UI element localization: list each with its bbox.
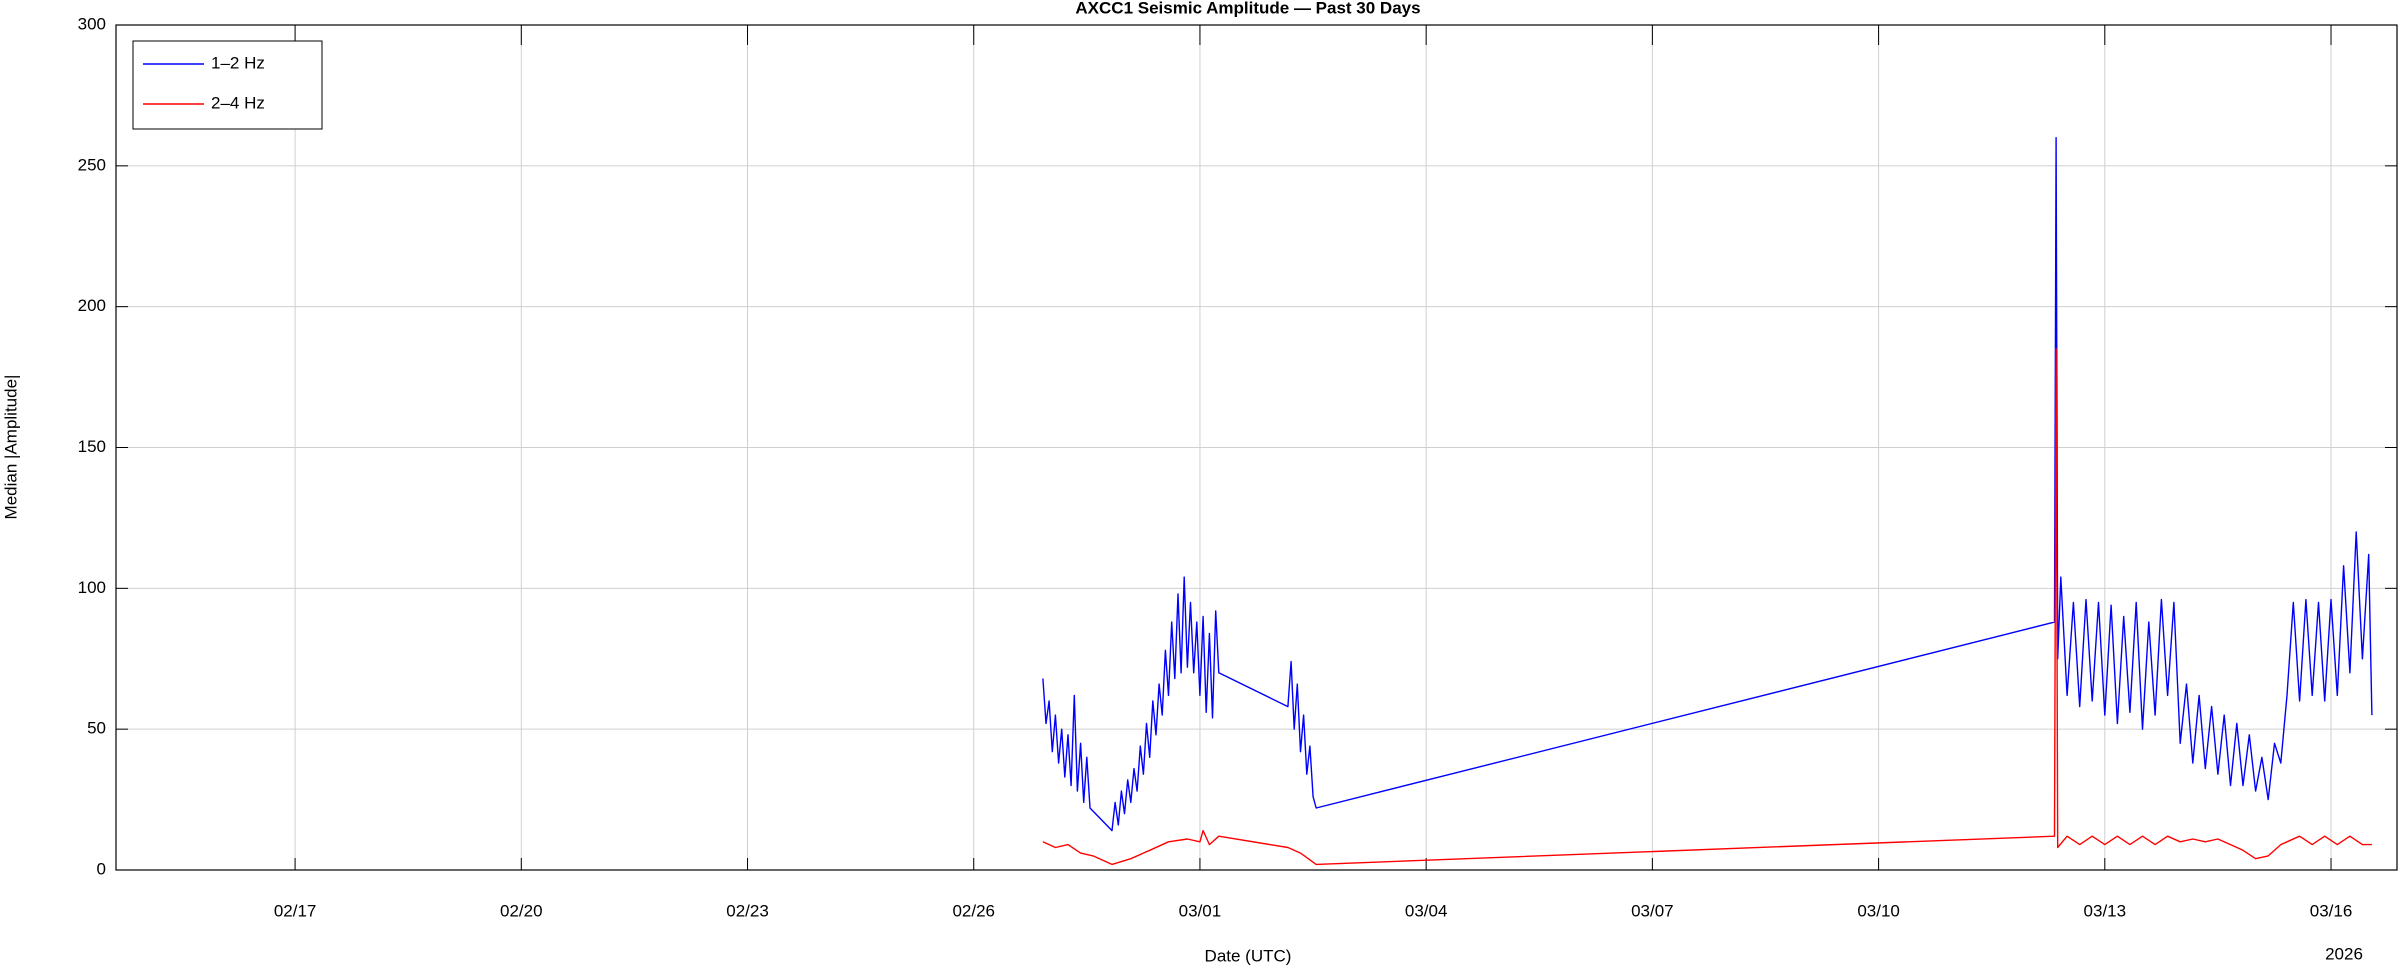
x-axis-year: 2026 bbox=[2325, 944, 2363, 963]
x-tick-label: 02/26 bbox=[952, 901, 995, 920]
y-tick-label: 200 bbox=[78, 296, 106, 315]
x-tick-label: 02/20 bbox=[500, 901, 543, 920]
x-tick-label: 02/23 bbox=[726, 901, 769, 920]
x-tick-label: 03/16 bbox=[2310, 901, 2353, 920]
y-tick-label: 250 bbox=[78, 155, 106, 174]
x-tick-label: 02/17 bbox=[274, 901, 317, 920]
y-tick-label: 0 bbox=[97, 859, 106, 878]
x-tick-label: 03/07 bbox=[1631, 901, 1674, 920]
x-tick-label: 03/01 bbox=[1179, 901, 1222, 920]
chart-title: AXCC1 Seismic Amplitude — Past 30 Days bbox=[1075, 0, 1420, 17]
x-tick-label: 03/10 bbox=[1857, 901, 1900, 920]
x-tick-label: 03/04 bbox=[1405, 901, 1448, 920]
series-line bbox=[1042, 348, 2372, 866]
y-tick-label: 100 bbox=[78, 578, 106, 597]
y-axis-label: Median |Amplitude| bbox=[1, 375, 20, 520]
x-tick-label: 03/13 bbox=[2084, 901, 2127, 920]
y-tick-label: 300 bbox=[78, 14, 106, 33]
series-line bbox=[1042, 137, 2373, 832]
legend-label: 1–2 Hz bbox=[211, 53, 265, 72]
plot-frame bbox=[115, 24, 2398, 871]
legend-box bbox=[132, 40, 323, 130]
y-tick-label: 150 bbox=[78, 437, 106, 456]
legend-label: 2–4 Hz bbox=[211, 93, 265, 112]
y-tick-label: 50 bbox=[87, 719, 106, 738]
x-axis-label: Date (UTC) bbox=[1205, 946, 1292, 965]
